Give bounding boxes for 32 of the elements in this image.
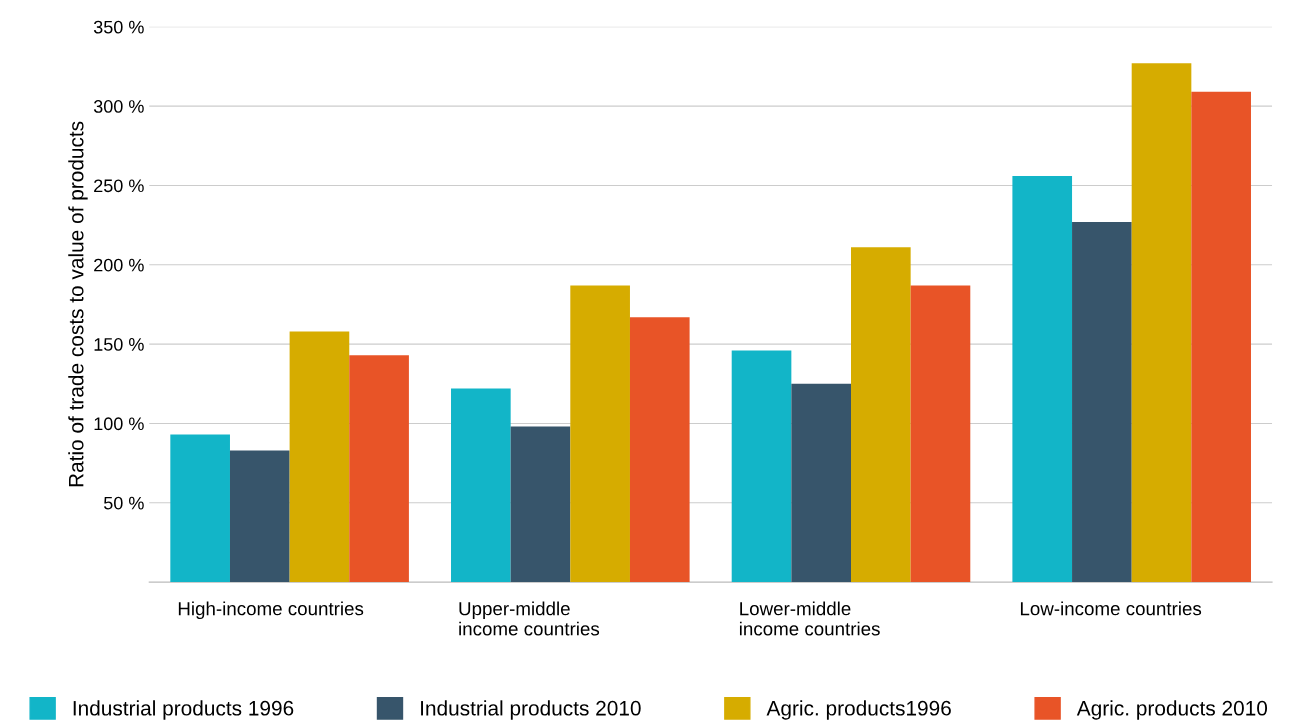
bar	[451, 388, 511, 583]
bar	[629, 317, 690, 583]
legend-label: Industrial products 2010	[421, 700, 641, 720]
legend-label: Agric. products 2010	[1076, 700, 1268, 720]
y-tick-label: 300 %	[93, 100, 144, 113]
bar	[349, 355, 409, 583]
y-tick-label: 350 %	[93, 20, 144, 34]
y-tick-label: 250 %	[94, 179, 144, 193]
x-tick-label: Upper-middle income countries	[459, 601, 600, 636]
y-tick-label: 50 %	[103, 496, 144, 510]
bar	[910, 285, 971, 583]
y-tick-label: 200 %	[94, 258, 144, 272]
legend-label: Agric. products1996	[766, 700, 951, 720]
legend-label: Industrial products 1996	[73, 700, 294, 720]
bar	[851, 247, 911, 583]
bar	[1131, 63, 1192, 583]
x-tick-label: High-income countries	[178, 601, 364, 620]
bar	[170, 434, 230, 583]
x-tick-label: Lower-middle income countries	[739, 601, 880, 636]
bar	[731, 350, 792, 583]
bar	[1012, 175, 1073, 583]
bar	[229, 450, 290, 583]
y-tick-label: 150 %	[94, 338, 144, 351]
bar	[289, 331, 350, 583]
bar	[1191, 91, 1251, 583]
y-axis-title: Ratio of trade costs to value of products	[68, 121, 88, 487]
y-tick-label: 100 %	[94, 417, 144, 431]
bar	[791, 383, 851, 583]
bar	[570, 285, 630, 583]
bar	[1072, 221, 1132, 583]
bar	[510, 426, 571, 583]
x-tick-label: Low-income countries	[1020, 601, 1202, 616]
